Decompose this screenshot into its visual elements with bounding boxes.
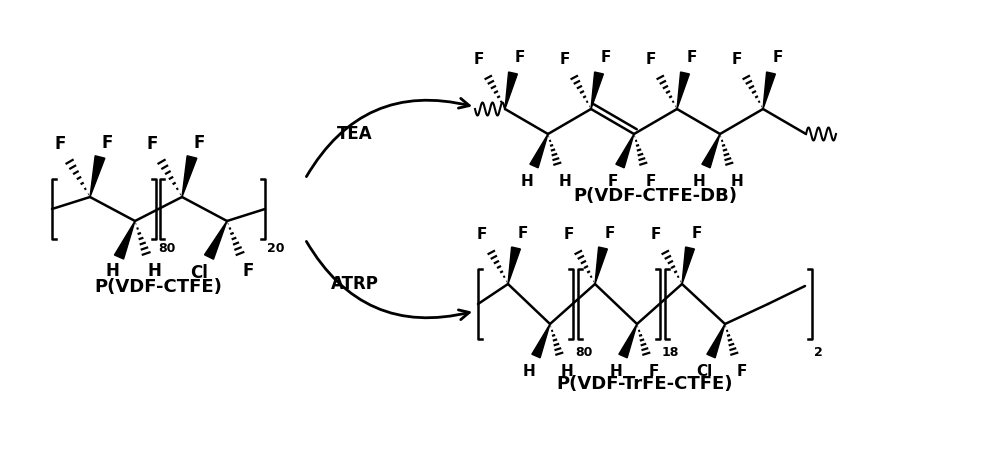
Text: F: F (646, 52, 656, 67)
Text: F: F (560, 52, 570, 67)
Text: 80: 80 (575, 346, 592, 359)
Text: F: F (518, 225, 528, 241)
Text: F: F (477, 228, 487, 242)
Text: H: H (610, 364, 622, 379)
Text: F: F (692, 225, 702, 241)
Text: F: F (605, 225, 615, 241)
Polygon shape (591, 72, 603, 109)
Text: F: F (474, 52, 484, 67)
Text: F: F (146, 135, 158, 153)
Text: F: F (651, 228, 661, 242)
Polygon shape (619, 324, 637, 358)
Text: Cl: Cl (190, 264, 208, 282)
Text: H: H (693, 174, 705, 189)
Polygon shape (682, 247, 694, 284)
Text: F: F (732, 52, 742, 67)
Polygon shape (505, 72, 517, 109)
Text: H: H (561, 364, 573, 379)
Polygon shape (114, 221, 135, 259)
Text: Cl: Cl (696, 364, 712, 379)
Polygon shape (508, 247, 520, 284)
Text: H: H (731, 174, 743, 189)
Text: H: H (147, 262, 161, 280)
Polygon shape (595, 247, 607, 284)
Text: 2: 2 (814, 346, 823, 359)
Text: 20: 20 (267, 242, 285, 255)
Text: F: F (242, 262, 254, 280)
Polygon shape (616, 134, 634, 168)
Text: F: F (601, 50, 611, 66)
Text: P(VDF-CTFE-DB): P(VDF-CTFE-DB) (573, 187, 737, 205)
Polygon shape (205, 221, 227, 259)
Text: P(VDF-CTFE): P(VDF-CTFE) (94, 278, 222, 296)
Text: F: F (737, 364, 747, 379)
Text: 18: 18 (662, 346, 679, 359)
Text: F: F (687, 50, 697, 66)
Polygon shape (90, 156, 105, 197)
Text: H: H (523, 364, 535, 379)
Text: F: F (649, 364, 659, 379)
FancyArrowPatch shape (306, 241, 469, 319)
Text: H: H (105, 262, 119, 280)
Polygon shape (677, 72, 689, 109)
Text: F: F (608, 174, 618, 189)
Text: ATRP: ATRP (331, 275, 379, 293)
Polygon shape (182, 156, 197, 197)
Text: H: H (521, 174, 533, 189)
Polygon shape (702, 134, 720, 168)
Text: F: F (101, 134, 113, 152)
Polygon shape (763, 72, 775, 109)
FancyArrowPatch shape (306, 98, 469, 177)
Text: F: F (515, 50, 525, 66)
Text: H: H (559, 174, 571, 189)
Text: 80: 80 (158, 242, 175, 255)
Text: F: F (193, 134, 205, 152)
Text: P(VDF-TrFE-CTFE): P(VDF-TrFE-CTFE) (557, 375, 733, 393)
Polygon shape (532, 324, 550, 358)
Text: TEA: TEA (337, 125, 373, 143)
Polygon shape (530, 134, 548, 168)
Text: F: F (54, 135, 66, 153)
Text: F: F (564, 228, 574, 242)
Text: F: F (773, 50, 783, 66)
Polygon shape (707, 324, 725, 358)
Text: F: F (646, 174, 656, 189)
